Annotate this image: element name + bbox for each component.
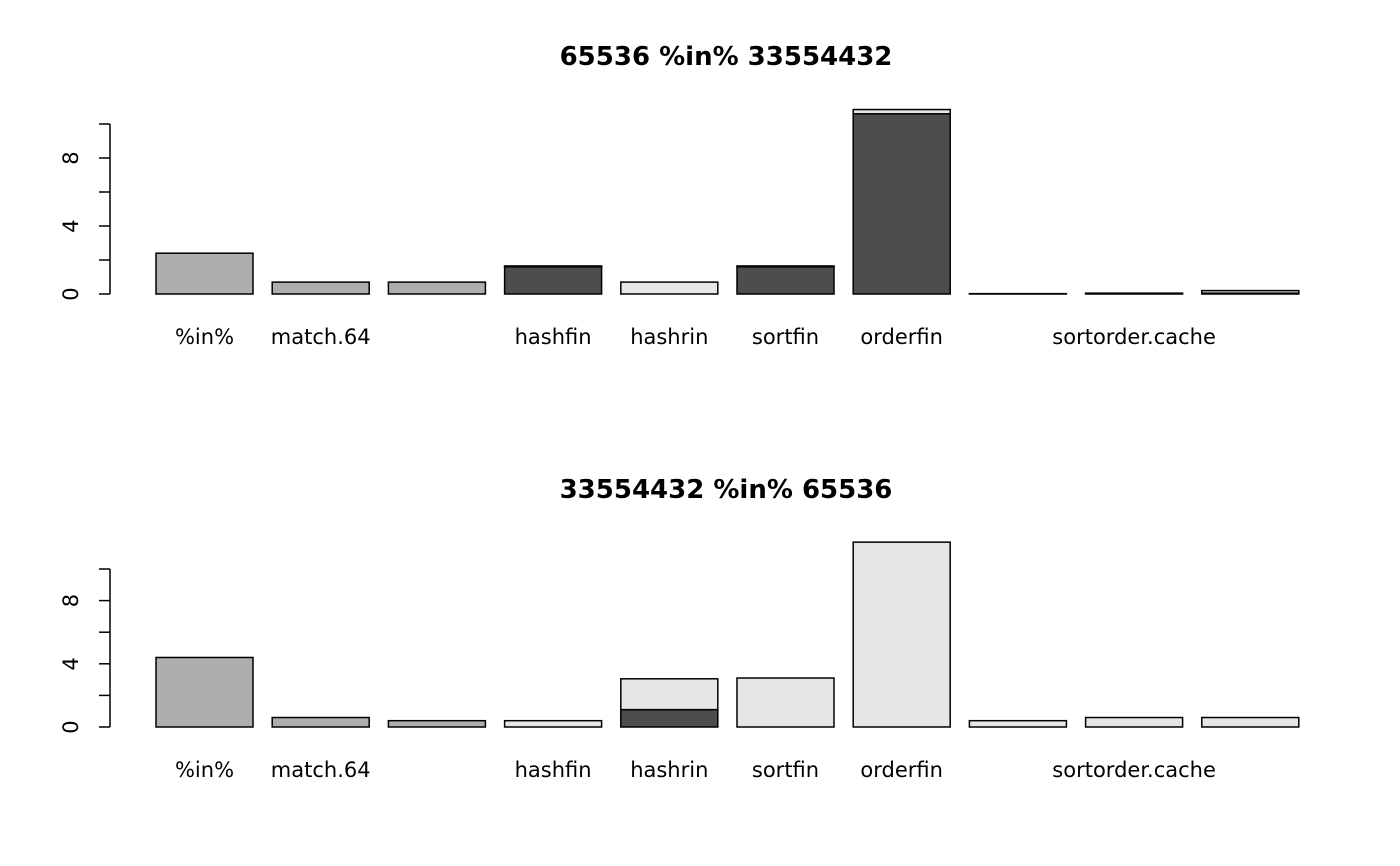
bar bbox=[736, 265, 835, 295]
bar bbox=[503, 265, 603, 295]
category-label: sortorder.cache bbox=[1052, 325, 1216, 349]
bar bbox=[968, 719, 1068, 728]
bar bbox=[271, 281, 370, 295]
category-label: orderfin bbox=[860, 758, 943, 782]
bar-segment bbox=[503, 719, 603, 728]
bar-segment bbox=[852, 541, 951, 728]
category-label: %in% bbox=[175, 758, 234, 782]
category-label: match.64 bbox=[271, 325, 371, 349]
category-label: sortorder.cache bbox=[1052, 758, 1216, 782]
y-tick-label: 0 bbox=[59, 287, 83, 300]
bar bbox=[620, 678, 719, 728]
bar-segment bbox=[271, 281, 370, 295]
y-tick-label: 8 bbox=[59, 594, 83, 607]
bar-segment bbox=[736, 677, 835, 728]
bar bbox=[387, 719, 487, 728]
y-axis-top: 0 4 8 bbox=[59, 123, 111, 301]
bars-top bbox=[155, 108, 1300, 295]
bar-segment bbox=[852, 113, 951, 295]
y-axis-bottom: 0 4 8 bbox=[59, 568, 111, 734]
category-labels-bottom: %in% match.64 hashfin hashrin sortfin orderfi… bbox=[175, 758, 1216, 782]
bar-segment bbox=[736, 265, 835, 268]
y-tick-label: 8 bbox=[59, 151, 83, 164]
category-label: sortfin bbox=[752, 758, 819, 782]
bar-segment bbox=[620, 281, 719, 295]
category-label: hashfin bbox=[515, 325, 592, 349]
bar-segment bbox=[852, 108, 951, 115]
y-tick-label: 0 bbox=[59, 720, 83, 733]
bar-segment bbox=[736, 266, 835, 295]
category-label: orderfin bbox=[860, 325, 943, 349]
bar bbox=[387, 281, 487, 295]
bar-segment bbox=[271, 716, 370, 728]
bar bbox=[736, 677, 835, 728]
bar-segment bbox=[155, 656, 254, 728]
chart-title-bottom: 33554432 %in% 65536 bbox=[560, 475, 893, 505]
bar bbox=[271, 716, 370, 728]
category-label: match.64 bbox=[271, 758, 371, 782]
bar bbox=[852, 108, 951, 295]
bar bbox=[1201, 289, 1300, 295]
bar bbox=[1084, 716, 1184, 728]
bar-segment bbox=[155, 252, 254, 295]
bar-segment bbox=[503, 265, 603, 268]
bar-segment bbox=[1084, 716, 1184, 728]
bar-segment bbox=[1084, 292, 1184, 295]
y-tick-label: 4 bbox=[59, 657, 83, 670]
category-label: hashrin bbox=[630, 758, 708, 782]
bar-segment bbox=[387, 281, 487, 295]
category-label: %in% bbox=[175, 325, 234, 349]
bar-segment bbox=[1201, 289, 1300, 294]
category-label: hashfin bbox=[515, 758, 592, 782]
bar bbox=[852, 541, 951, 728]
panel-top: 65536 %in% 33554432 0 4 8 %in% match.64 hash… bbox=[59, 42, 1300, 349]
category-label: hashrin bbox=[630, 325, 708, 349]
bar-segment bbox=[968, 719, 1068, 728]
bar-segment bbox=[387, 719, 487, 728]
bar bbox=[1084, 292, 1184, 295]
chart-title-top: 65536 %in% 33554432 bbox=[560, 42, 893, 72]
bar-segment bbox=[620, 678, 719, 711]
bar bbox=[503, 719, 603, 728]
category-label: sortfin bbox=[752, 325, 819, 349]
bar bbox=[155, 252, 254, 295]
bar-segment bbox=[1201, 716, 1300, 728]
bar bbox=[620, 281, 719, 295]
bar-segment bbox=[620, 708, 719, 728]
bar bbox=[1201, 716, 1300, 728]
bars-bottom bbox=[155, 541, 1300, 728]
y-tick-label: 4 bbox=[59, 219, 83, 232]
bar-segment bbox=[503, 266, 603, 295]
bar bbox=[155, 656, 254, 728]
category-labels-top: %in% match.64 hashfin hashrin sortfin orderfi… bbox=[175, 325, 1216, 349]
panel-bottom: 33554432 %in% 65536 0 4 8 %in% match.64 hash… bbox=[59, 475, 1300, 782]
